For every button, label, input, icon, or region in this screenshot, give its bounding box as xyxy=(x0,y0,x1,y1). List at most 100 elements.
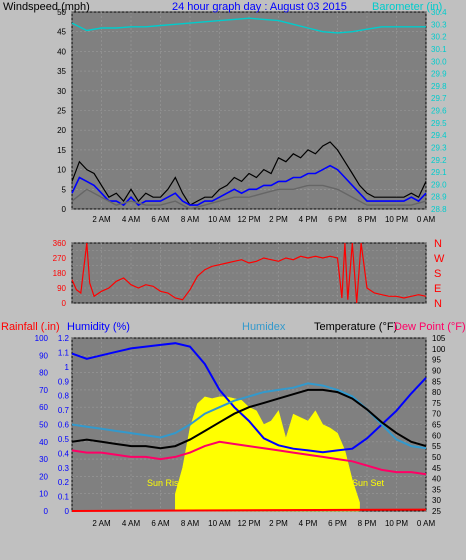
sunrise-label: Sun Rise xyxy=(147,478,184,488)
temp-tick-label: 90 xyxy=(432,366,441,375)
wind-x-tick-label: 10 PM xyxy=(385,215,408,224)
barometer-tick-label: 30.2 xyxy=(431,33,447,42)
direction-tick-label: 90 xyxy=(57,284,66,293)
temp-tick-label: 45 xyxy=(432,464,441,473)
rain-tick-label: 0.2 xyxy=(58,478,70,487)
humidex-axis-label: Humidex xyxy=(242,321,286,333)
wind-x-tick-label: 2 PM xyxy=(269,215,288,224)
barometer-tick-label: 29.6 xyxy=(431,107,447,116)
wind-tick-label: 0 xyxy=(62,205,67,214)
direction-compass-label: S xyxy=(434,268,441,280)
avg_wind-line xyxy=(71,164,427,207)
temp-tick-label: 95 xyxy=(432,356,441,365)
direction-compass-label: N xyxy=(434,298,442,310)
temp-tick-label: 55 xyxy=(432,442,441,451)
wind-tick-label: 25 xyxy=(57,107,66,116)
wind-x-tick-label: 6 AM xyxy=(151,215,170,224)
wind-x-tick-label: 2 AM xyxy=(92,215,111,224)
rain-tick-label: 0.4 xyxy=(58,449,70,458)
rain-line xyxy=(71,508,427,512)
barometer-axis-label: Barometer (in) xyxy=(372,1,442,13)
wind-x-tick-label: 0 AM xyxy=(417,215,436,224)
wind-tick-label: 30 xyxy=(57,87,66,96)
temp-tick-label: 40 xyxy=(432,475,441,484)
wind-tick-label: 20 xyxy=(57,126,66,135)
barometer-tick-label: 30.0 xyxy=(431,57,447,66)
humidity-tick-label: 50 xyxy=(39,421,48,430)
wind-x-tick-label: 4 PM xyxy=(299,215,318,224)
temp-tick-label: 100 xyxy=(432,345,446,354)
humidity-axis-label: Humidity (%) xyxy=(67,321,130,333)
gust-line xyxy=(71,184,427,210)
wind-tick-label: 50 xyxy=(57,8,66,17)
humidity-tick-label: 90 xyxy=(39,351,48,360)
direction-compass-label: E xyxy=(434,283,441,295)
rain-tick-label: 1.1 xyxy=(58,348,70,357)
rain-tick-label: 0.6 xyxy=(58,421,70,430)
barometer-tick-label: 29.7 xyxy=(431,94,447,103)
barometer-tick-label: 30.1 xyxy=(431,45,447,54)
temp-tick-label: 50 xyxy=(432,453,441,462)
humidity-tick-label: 60 xyxy=(39,403,48,412)
wind-x-tick-label: 8 PM xyxy=(358,215,377,224)
wind-tick-label: 45 xyxy=(57,28,66,37)
direction-line xyxy=(71,242,427,304)
temp-x-tick-label: 0 AM xyxy=(417,519,436,528)
rain-tick-label: 1 xyxy=(65,363,70,372)
rain-tick-label: 0 xyxy=(65,507,70,516)
wind-axis-label: Windspeed (mph) xyxy=(3,1,90,13)
rain-tick-label: 0.1 xyxy=(58,493,70,502)
barometer-tick-label: 29.1 xyxy=(431,168,447,177)
series-lines xyxy=(71,17,427,512)
barometer-tick-label: 30.4 xyxy=(431,8,447,17)
temperature-axis-label: Temperature (°F) xyxy=(314,321,397,333)
temp-x-tick-label: 4 PM xyxy=(299,519,318,528)
temp-tick-label: 25 xyxy=(432,507,441,516)
direction-tick-label: 360 xyxy=(53,239,67,248)
rain-tick-label: 0.9 xyxy=(58,377,70,386)
temp-tick-label: 35 xyxy=(432,485,441,494)
barometer-tick-label: 29.3 xyxy=(431,143,447,152)
direction-tick-label: 0 xyxy=(62,299,67,308)
solar-area-fill xyxy=(175,396,360,512)
barometer-tick-label: 29.2 xyxy=(431,156,447,165)
barometer-tick-label: 30.3 xyxy=(431,20,447,29)
wind-x-tick-label: 10 AM xyxy=(208,215,231,224)
temp-tick-label: 60 xyxy=(432,431,441,440)
humidity-tick-label: 20 xyxy=(39,472,48,481)
temp-x-tick-label: 2 AM xyxy=(92,519,111,528)
temp-x-tick-label: 10 AM xyxy=(208,519,231,528)
direction-compass-label: N xyxy=(434,238,442,250)
humidity-tick-label: 80 xyxy=(39,369,48,378)
wind-x-tick-label: 6 PM xyxy=(328,215,347,224)
wind-line xyxy=(71,141,427,206)
rain-tick-label: 1.2 xyxy=(58,334,70,343)
barometer-tick-label: 29.5 xyxy=(431,119,447,128)
temp-tick-label: 65 xyxy=(432,421,441,430)
humidity-line xyxy=(71,342,427,454)
barometer-tick-label: 28.9 xyxy=(431,193,447,202)
rain-tick-label: 0.3 xyxy=(58,464,70,473)
solar-area xyxy=(175,396,360,512)
rain-tick-label: 0.8 xyxy=(58,392,70,401)
graph-title: 24 hour graph day : August 03 2015 xyxy=(172,1,347,13)
humidity-tick-label: 100 xyxy=(35,334,49,343)
humidity-tick-label: 10 xyxy=(39,490,48,499)
barometer-line xyxy=(71,17,426,34)
temp-x-tick-label: 12 PM xyxy=(237,519,260,528)
rainfall-axis-label: Rainfall (.in) xyxy=(1,321,60,333)
temp-tick-label: 80 xyxy=(432,388,441,397)
temperature-line xyxy=(71,388,427,450)
wind-tick-label: 5 xyxy=(62,185,67,194)
temp-x-tick-label: 2 PM xyxy=(269,519,288,528)
direction-tick-label: 180 xyxy=(53,269,67,278)
temp-tick-label: 75 xyxy=(432,399,441,408)
wind-x-tick-label: 4 AM xyxy=(122,215,141,224)
wind-tick-label: 40 xyxy=(57,47,66,56)
wind-tick-label: 35 xyxy=(57,67,66,76)
temp-x-tick-label: 8 AM xyxy=(181,519,200,528)
direction-compass-label: W xyxy=(434,253,445,265)
temp-x-tick-label: 6 AM xyxy=(151,519,170,528)
dewpoint-line xyxy=(71,440,427,476)
